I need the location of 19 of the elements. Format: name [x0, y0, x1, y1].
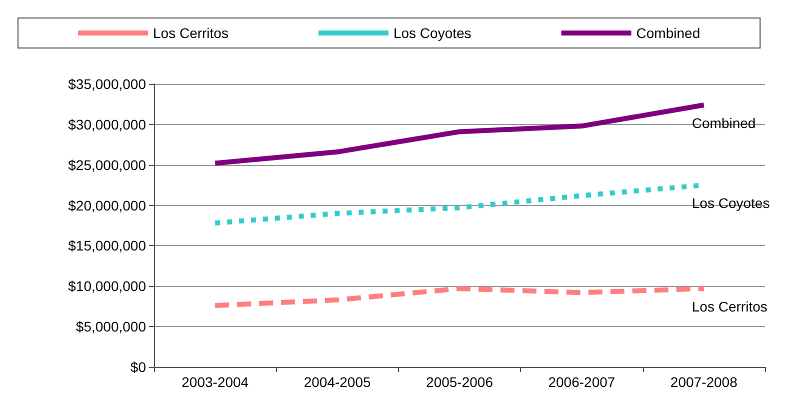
text: Los Coyotes: [692, 195, 770, 212]
legend-label: Los Coyotes: [393, 25, 472, 41]
y-tick-label: $20,000,000: [68, 197, 146, 214]
y-tick-label: $10,000,000: [68, 278, 146, 294]
x-tick-label: 2003-2004: [182, 374, 249, 390]
text: Los Cerritos: [692, 298, 768, 315]
legend-label: Los Cerritos: [153, 25, 228, 41]
x-tick-label: 2006-2007: [548, 374, 616, 390]
legend-label: Combined: [636, 25, 700, 41]
y-tick-label: $15,000,000: [68, 238, 146, 254]
y-tick-label: $0: [130, 359, 146, 375]
y-tick-label: $35,000,000: [68, 76, 146, 92]
x-tick-label: 2005-2006: [426, 374, 494, 390]
y-tick-label: $25,000,000: [68, 156, 146, 173]
y-tick-label: $5,000,000: [76, 318, 146, 335]
text: Combined: [692, 115, 756, 132]
y-tick-label: $30,000,000: [68, 116, 146, 132]
x-tick-label: 2007-2008: [670, 374, 738, 390]
x-tick-label: 2004-2005: [304, 374, 371, 390]
